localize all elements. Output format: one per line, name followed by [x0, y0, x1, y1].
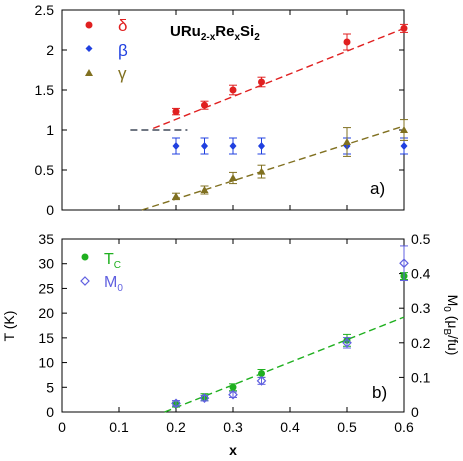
panel-a-y-tick-label: 0.5 — [35, 162, 55, 178]
compound-annotation: URu2-xRexSi2 — [170, 23, 260, 43]
panel-a-s2-point — [343, 138, 351, 145]
panel-b-s1-point — [399, 258, 409, 269]
panel-b-x-tick-label: 0.2 — [166, 419, 186, 435]
panel-a-fit-lines — [130, 27, 405, 211]
panel-b-right-y-tick-label: 0.1 — [411, 369, 431, 385]
panel-b-y-tick-label: 20 — [38, 305, 54, 321]
panel-a-s2-point — [229, 174, 237, 181]
panel-a-s2-point — [257, 167, 266, 175]
panel-b-right-y-tick-label: 0.4 — [411, 266, 431, 282]
panel-a-s2-point — [200, 186, 209, 193]
panel-b-x-tick-label: 0 — [58, 419, 66, 435]
panel-a-s0-point — [201, 101, 208, 109]
panel-b-x-ticks: 0 0.1 0.2 0.3 0.4 0.5 0.6 — [58, 239, 414, 435]
panel-b-series — [171, 245, 409, 409]
panel-a: 0 0.5 1 1.5 2 2.5 δ β γ URu2-xRexSi2 a) — [35, 2, 408, 218]
panel-b-right-y-tick-label: 0.5 — [411, 231, 431, 247]
panel-a-s0-point — [400, 24, 408, 32]
panel-b-x-tick-label: 0.3 — [223, 419, 243, 435]
panel-a-s0-point — [258, 78, 265, 86]
panel-a-s1-point — [229, 142, 237, 150]
legend-delta-marker — [85, 21, 93, 29]
panel-a-s1-point — [201, 142, 208, 150]
panel-b-x-tick-label: 0.4 — [280, 419, 300, 435]
panel-b-right-y-tick-label: 0 — [411, 404, 419, 420]
panel-a-s0-point — [343, 38, 351, 46]
panel-a-y-tick-label: 1 — [46, 122, 54, 138]
panel-a-s0-point — [229, 86, 237, 94]
panel-b-s0-point — [258, 369, 265, 377]
panel-b-s1-point — [342, 337, 352, 348]
panel-b-right-y-tick-label: 0.3 — [411, 300, 431, 316]
panel-b-right-y-tick-label: 0.2 — [411, 335, 431, 351]
panel-a-label: a) — [370, 179, 385, 198]
panel-b-y-tick-label: 25 — [38, 280, 54, 296]
panel-b-y-tick-label: 5 — [46, 379, 54, 395]
panel-a-fit-line-1 — [141, 125, 405, 211]
panel-a-series — [172, 23, 408, 201]
panel-a-fit-line-0 — [152, 27, 405, 130]
panel-a-y-tick-label: 2.5 — [35, 2, 55, 18]
panel-a-s0-point — [172, 108, 180, 116]
y-axis-right-label: M0 (μB/fu) — [441, 295, 461, 356]
panel-a-s2-point — [400, 126, 408, 133]
panel-b-y-tick-label: 0 — [46, 404, 54, 420]
panel-a-s1-point — [258, 142, 265, 150]
panel-b-x-tick-label: 0.6 — [394, 419, 414, 435]
panel-a-s1-point — [172, 142, 180, 150]
panel-b-s1-point — [171, 398, 181, 409]
panel-b-y-tick-label: 30 — [38, 256, 54, 272]
panel-a-y-tick-label: 2 — [46, 42, 54, 58]
y-axis-left-label: T (K) — [1, 311, 17, 342]
panel-a-x-ticks — [61, 10, 405, 210]
panel-b-right-y-ticks: 0 0.1 0.2 0.3 0.4 0.5 — [399, 231, 431, 420]
legend-tc-label: TC — [104, 251, 121, 271]
panel-b-label: b) — [372, 383, 387, 402]
legend-delta-label: δ — [118, 16, 127, 35]
panel-a-legend: δ β γ — [85, 16, 128, 83]
panel-b-y-tick-label: 10 — [38, 355, 54, 371]
panel-b-y-tick-label: 35 — [38, 231, 54, 247]
panel-a-y-tick-label: 1.5 — [35, 82, 55, 98]
x-axis-label: x — [229, 442, 237, 458]
panel-b-s1-point — [256, 376, 267, 386]
legend-gamma-label: γ — [118, 64, 127, 83]
panel-b-s1-point — [228, 389, 238, 400]
legend-m0-label: M0 — [104, 274, 123, 294]
legend-beta-marker — [85, 45, 93, 52]
panel-a-y-tick-label: 0 — [46, 202, 54, 218]
panel-a-s1-point — [400, 142, 408, 150]
panel-b-fit-line-0 — [164, 316, 405, 413]
panel-b-x-tick-label: 0.1 — [109, 419, 129, 435]
panel-a-y-ticks: 0 0.5 1 1.5 2 2.5 — [35, 2, 404, 218]
panel-a-s2-point — [172, 192, 180, 200]
legend-gamma-marker — [85, 69, 93, 76]
panel-b-legend: TC M0 — [80, 251, 123, 294]
panel-b-y-tick-label: 15 — [38, 330, 54, 346]
panel-b-fit-lines — [164, 316, 405, 413]
panel-b-x-tick-label: 0.5 — [337, 419, 357, 435]
panel-b-s1-point — [199, 393, 210, 404]
legend-beta-label: β — [118, 41, 128, 60]
legend-tc-marker — [81, 253, 89, 261]
legend-m0-marker — [80, 276, 90, 286]
panel-b-left-y-ticks: 0 5 10 15 20 25 30 35 — [38, 231, 67, 420]
panel-b-s0-point — [229, 383, 237, 391]
